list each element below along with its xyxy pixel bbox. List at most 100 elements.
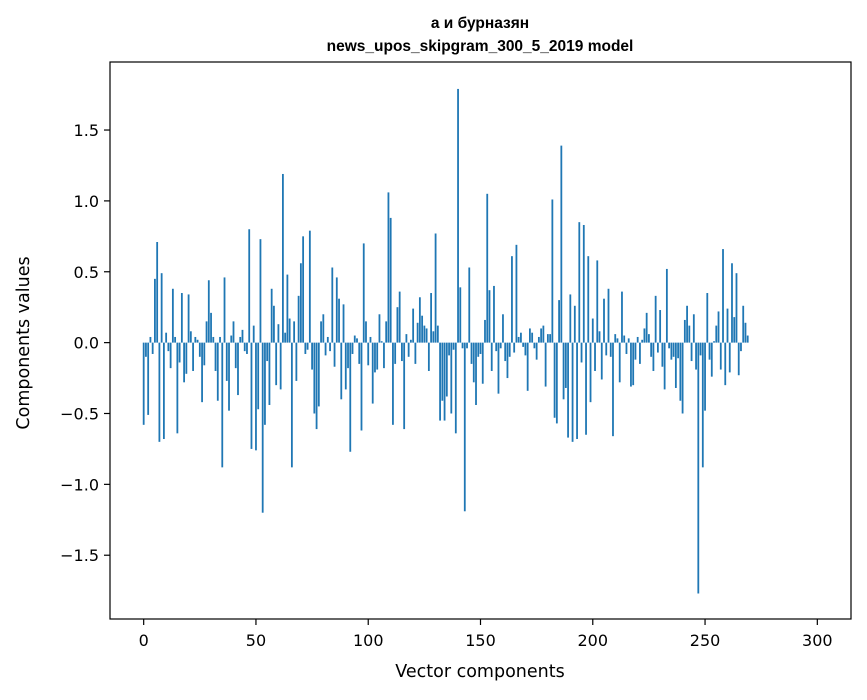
bar-40 bbox=[232, 321, 235, 343]
bar-212 bbox=[618, 342, 621, 383]
bar-71 bbox=[302, 236, 305, 343]
bar-43 bbox=[239, 336, 242, 343]
bar-33 bbox=[216, 342, 219, 401]
bar-68 bbox=[295, 342, 298, 381]
bar-57 bbox=[270, 288, 273, 343]
bar-214 bbox=[623, 335, 626, 343]
bar-235 bbox=[670, 342, 673, 360]
bar-233 bbox=[665, 268, 668, 343]
bar-106 bbox=[380, 341, 383, 343]
bar-144 bbox=[466, 342, 468, 349]
bar-181 bbox=[549, 334, 552, 343]
bar-110 bbox=[389, 217, 392, 343]
bar-251 bbox=[706, 293, 709, 343]
bar-264 bbox=[735, 273, 738, 343]
bar-210 bbox=[614, 334, 617, 343]
y-tick-label-1: −1.0 bbox=[60, 475, 99, 494]
bar-255 bbox=[715, 325, 718, 343]
bar-122 bbox=[416, 322, 419, 343]
bar-113 bbox=[396, 307, 399, 343]
bar-225 bbox=[648, 334, 650, 343]
bar-108 bbox=[385, 321, 388, 343]
bar-22 bbox=[192, 342, 194, 371]
bar-220 bbox=[636, 336, 639, 343]
bar-136 bbox=[448, 342, 450, 356]
bar-92 bbox=[349, 342, 352, 452]
bar-119 bbox=[409, 339, 412, 343]
bar-44 bbox=[241, 329, 244, 343]
bar-101 bbox=[369, 336, 372, 343]
bar-46 bbox=[246, 342, 248, 354]
bar-243 bbox=[688, 325, 691, 343]
bar-207 bbox=[607, 288, 610, 343]
bar-28 bbox=[205, 321, 208, 343]
bar-135 bbox=[445, 342, 448, 397]
x-axis-label: Vector components bbox=[395, 662, 564, 682]
bar-216 bbox=[627, 338, 630, 343]
bar-35 bbox=[221, 342, 224, 468]
chart-subtitle: news_upos_skipgram_300_5_2019 model bbox=[327, 38, 634, 55]
bar-197 bbox=[585, 342, 587, 435]
bar-241 bbox=[683, 319, 686, 343]
bar-133 bbox=[441, 342, 444, 401]
bar-77 bbox=[315, 342, 318, 430]
bar-137 bbox=[450, 342, 453, 414]
bar-205 bbox=[603, 298, 605, 343]
bar-182 bbox=[551, 199, 554, 343]
bar-130 bbox=[434, 233, 437, 343]
bar-253 bbox=[710, 342, 713, 377]
bar-112 bbox=[394, 342, 397, 364]
bar-6 bbox=[156, 242, 159, 343]
bar-118 bbox=[407, 342, 410, 357]
bar-16 bbox=[178, 342, 181, 363]
y-tick-label-0: −1.5 bbox=[60, 546, 99, 565]
bar-179 bbox=[544, 342, 547, 387]
bar-3 bbox=[149, 336, 152, 343]
bar-199 bbox=[589, 342, 592, 403]
bar-229 bbox=[656, 342, 659, 353]
bar-142 bbox=[461, 342, 464, 349]
y-axis-ticks: −1.5 −1.0 −0.5 0.0 0.5 1.0 1.5 bbox=[60, 121, 110, 565]
bar-13 bbox=[171, 288, 174, 343]
bar-116 bbox=[403, 342, 406, 430]
bar-14 bbox=[174, 336, 177, 343]
bar-187 bbox=[562, 342, 565, 400]
bar-140 bbox=[457, 88, 459, 343]
bar-172 bbox=[529, 328, 531, 343]
bar-38 bbox=[228, 342, 230, 411]
bar-242 bbox=[686, 305, 688, 343]
bar-50 bbox=[255, 342, 257, 451]
bar-202 bbox=[596, 260, 599, 343]
bar-161 bbox=[504, 342, 507, 362]
bar-31 bbox=[212, 336, 215, 343]
bar-200 bbox=[591, 318, 594, 343]
bar-98 bbox=[362, 243, 365, 343]
bar-174 bbox=[533, 342, 536, 349]
x-tick-label-150: 150 bbox=[465, 631, 496, 650]
bar-239 bbox=[679, 342, 682, 401]
bar-36 bbox=[223, 277, 226, 343]
bar-150 bbox=[479, 342, 482, 354]
bar-232 bbox=[663, 342, 666, 390]
bar-234 bbox=[668, 342, 671, 349]
bar-178 bbox=[542, 325, 545, 343]
bar-198 bbox=[587, 256, 590, 343]
bar-121 bbox=[414, 342, 417, 364]
bar-240 bbox=[681, 342, 684, 414]
bar-2 bbox=[147, 342, 150, 415]
bar-157 bbox=[495, 342, 498, 352]
bar-99 bbox=[365, 321, 367, 343]
bar-109 bbox=[387, 192, 390, 343]
bar-125 bbox=[423, 325, 426, 343]
x-tick-label-300: 300 bbox=[802, 631, 833, 650]
bar-219 bbox=[634, 342, 637, 360]
bar-134 bbox=[443, 342, 446, 421]
bar-152 bbox=[484, 319, 486, 343]
bar-160 bbox=[502, 314, 504, 343]
bar-223 bbox=[643, 328, 646, 343]
bar-139 bbox=[454, 342, 457, 434]
bar-194 bbox=[578, 222, 581, 343]
bar-203 bbox=[598, 331, 601, 343]
bar-211 bbox=[616, 338, 619, 343]
bar-155 bbox=[490, 342, 493, 371]
